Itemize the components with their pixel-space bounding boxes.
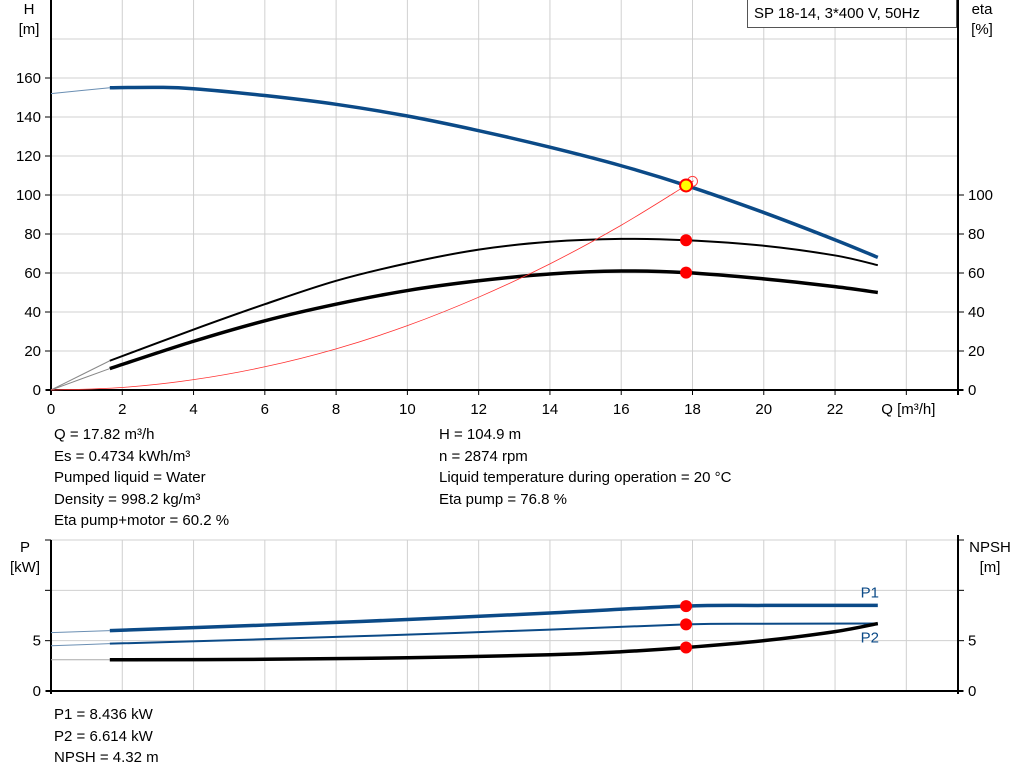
- x-tick-label: 18: [684, 401, 701, 418]
- p1-curve-label: P1: [861, 584, 879, 601]
- eta-axis-unit: [%]: [971, 21, 993, 38]
- x-tick-label: 4: [189, 401, 197, 418]
- eta_pump_motor-duty-point: [680, 266, 693, 279]
- h-axis-unit: [m]: [18, 21, 40, 38]
- H-extrapolation: [50, 87, 110, 95]
- y-tick-label: 80: [24, 226, 41, 243]
- x-tick-label: 12: [470, 401, 487, 418]
- npsh-axis-label: NPSH [m]: [962, 538, 1018, 578]
- p2-curve-label: P2: [861, 630, 879, 647]
- info-p1: P1 = 8.436 kW: [54, 706, 153, 723]
- info-n: n = 2874 rpm: [439, 447, 528, 465]
- y-tick-label: 60: [24, 265, 41, 282]
- info-eta-pump: Eta pump = 76.8 %: [439, 490, 567, 508]
- p-axis-title: P: [19, 539, 30, 556]
- y-tick-label: 0: [33, 382, 41, 399]
- p1-extrapolation: [50, 630, 110, 634]
- duty-point: [680, 641, 693, 654]
- info-liquid: Pumped liquid = Water: [54, 469, 206, 486]
- eta_pump_motor-extrapolation: [50, 368, 110, 391]
- info-h: H = 104.9 m: [439, 426, 522, 443]
- y-tick-label: 120: [16, 148, 41, 165]
- y-tick-label: 160: [16, 70, 41, 87]
- x-tick-label: 16: [613, 401, 630, 418]
- y-tick-label: 140: [16, 109, 41, 126]
- y-tick-label: 40: [24, 304, 41, 321]
- info-p2: P2 = 6.614 kW: [54, 727, 153, 745]
- y2-tick-label: 100: [968, 187, 993, 204]
- duty-point: [680, 618, 693, 631]
- info-density: Density = 998.2 kg/m³: [54, 490, 201, 508]
- y-tick-label: 100: [16, 187, 41, 204]
- x-tick-label: 0: [47, 401, 55, 418]
- info-bottom: P1 = 8.436 kW P2 = 6.614 kW NPSH = 4.32 …: [54, 704, 159, 769]
- y2-tick-label: 40: [968, 304, 985, 321]
- p1-curve: [109, 603, 878, 633]
- p-axis-label: P [kW]: [0, 538, 50, 578]
- x-tick-label: 20: [755, 401, 772, 418]
- npsh-curve: [109, 621, 879, 662]
- y2-tick-label: 80: [968, 226, 985, 243]
- H-curve: [109, 85, 879, 260]
- y2-tick-label: 20: [968, 343, 985, 360]
- info-temp: Liquid temperature during operation = 20…: [439, 469, 732, 486]
- x-axis-label: Q [m³/h]: [881, 401, 935, 418]
- info-left: Q = 17.82 m³/h Es = 0.4734 kWh/m³ Pumped…: [54, 424, 229, 532]
- y-tick-label: 0: [33, 683, 41, 700]
- x-tick-label: 14: [542, 401, 559, 418]
- x-tick-label: 2: [118, 401, 126, 418]
- eta_pump-duty-point: [680, 234, 693, 247]
- H-duty-point: [679, 178, 694, 193]
- x-tick-label: 22: [827, 401, 844, 418]
- system_curve-curve: [50, 180, 694, 391]
- y2-tick-label: 60: [968, 265, 985, 282]
- duty-point: [680, 600, 693, 613]
- npsh-axis-unit: [m]: [979, 559, 1001, 576]
- x-tick-label: 10: [399, 401, 416, 418]
- eta-axis-title: eta: [971, 1, 993, 18]
- y-tick-label: 20: [24, 343, 41, 360]
- eta_pump-curve: [109, 237, 879, 362]
- info-eta-pump-motor: Eta pump+motor = 60.2 %: [54, 512, 230, 529]
- p2-extrapolation: [50, 643, 110, 647]
- h-axis-title: H: [23, 1, 35, 18]
- info-es: Es = 0.4734 kWh/m³: [54, 447, 191, 465]
- eta_pump-extrapolation: [50, 360, 111, 391]
- p-axis-unit: [kW]: [10, 559, 40, 576]
- x-tick-label: 6: [261, 401, 269, 418]
- info-right: H = 104.9 m n = 2874 rpm Liquid temperat…: [439, 424, 731, 510]
- info-npsh: NPSH = 4.32 m: [54, 749, 159, 766]
- h-axis-label: H [m]: [16, 0, 42, 40]
- y2-tick-label: 0: [968, 382, 976, 399]
- info-q: Q = 17.82 m³/h: [54, 426, 155, 443]
- eta-axis-label: eta [%]: [962, 0, 1002, 40]
- p2-curve: [109, 622, 878, 645]
- y-tick-label: 5: [33, 633, 41, 650]
- y2-tick-label: 5: [968, 633, 976, 650]
- x-tick-label: 8: [332, 401, 340, 418]
- pump-model-legend: SP 18-14, 3*400 V, 50Hz: [747, 0, 957, 28]
- y2-tick-label: 0: [968, 683, 976, 700]
- eta_pump_motor-curve: [109, 269, 879, 371]
- npsh-axis-title: NPSH: [969, 539, 1011, 556]
